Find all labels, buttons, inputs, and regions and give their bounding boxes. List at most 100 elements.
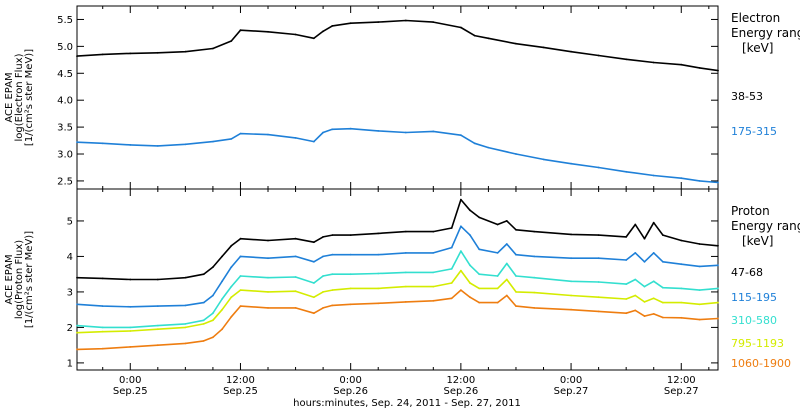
data-point: [717, 264, 719, 267]
data-point: [570, 308, 572, 311]
data-point: [717, 181, 719, 184]
data-point: [505, 262, 508, 265]
y-tick-label: 4.0: [57, 96, 73, 107]
data-point: [313, 282, 315, 284]
data-point: [294, 137, 297, 139]
data-point: [294, 237, 297, 240]
data-point: [450, 246, 453, 249]
data-point: [432, 130, 435, 133]
data-point: [294, 276, 297, 278]
data-point: [349, 253, 352, 256]
y-axis-title: log(Electron Flux): [14, 53, 25, 141]
data-point: [212, 266, 214, 268]
data-point: [221, 280, 224, 283]
data-point: [533, 307, 536, 309]
data-point: [698, 265, 701, 268]
data-point: [129, 52, 132, 55]
data-point: [652, 313, 655, 315]
data-point: [662, 234, 664, 237]
data-point: [698, 303, 701, 306]
data-point: [460, 250, 462, 253]
data-point: [625, 312, 628, 315]
data-point: [322, 236, 324, 238]
data-point: [404, 252, 407, 254]
x-tick-label: 12:00: [226, 375, 255, 386]
data-point: [239, 255, 242, 258]
x-tick-label: 12:00: [446, 375, 475, 386]
x-tick-label-date: Sep.25: [113, 386, 148, 397]
data-point: [212, 336, 214, 339]
data-point: [313, 140, 315, 143]
data-point: [294, 307, 297, 309]
x-tick-label-date: Sep.26: [333, 386, 368, 397]
data-point: [101, 53, 104, 56]
data-point: [496, 287, 499, 290]
data-point: [505, 243, 508, 245]
data-point: [680, 316, 683, 319]
legend-title: Energy ranges: [731, 26, 800, 40]
y-tick-label: 3.5: [57, 123, 73, 134]
data-point: [156, 51, 159, 54]
data-point: [450, 282, 453, 284]
data-point: [597, 257, 600, 260]
data-point: [542, 46, 545, 49]
data-point: [625, 58, 628, 61]
data-point: [230, 40, 233, 42]
data-point: [129, 330, 132, 332]
data-point: [643, 260, 646, 263]
x-tick-label: 12:00: [667, 375, 696, 386]
data-point: [313, 296, 315, 299]
x-tick-label-date: Sep.25: [223, 386, 258, 397]
legend-title: Energy ranges: [731, 219, 800, 233]
data-point: [349, 22, 352, 25]
data-point: [680, 63, 683, 66]
data-point: [322, 30, 324, 33]
data-point: [542, 158, 545, 161]
data-point: [652, 221, 655, 224]
data-point: [634, 252, 637, 254]
data-point: [331, 234, 334, 237]
data-point: [202, 319, 205, 322]
data-point: [625, 236, 628, 238]
data-point: [156, 324, 159, 327]
y-axis-title: [1/(cm²s ster MeV)]: [24, 49, 35, 146]
data-point: [101, 277, 104, 280]
data-point: [76, 331, 78, 334]
data-point: [515, 305, 517, 307]
data-point: [313, 37, 315, 40]
data-point: [570, 294, 572, 297]
y-tick-label: 4: [67, 252, 73, 263]
x-tick-label-date: Sep.27: [554, 386, 589, 397]
data-point: [652, 252, 655, 254]
data-point: [698, 318, 701, 321]
data-point: [322, 131, 324, 134]
data-point: [221, 308, 224, 311]
y-tick-label: 4.5: [57, 69, 73, 80]
data-point: [478, 301, 481, 304]
data-point: [597, 296, 600, 299]
data-point: [496, 275, 499, 277]
data-point: [505, 294, 508, 297]
data-point: [230, 244, 233, 247]
data-point: [460, 225, 462, 228]
data-point: [450, 227, 453, 229]
data-point: [184, 326, 187, 329]
data-point: [221, 328, 224, 331]
data-point: [313, 241, 315, 244]
data-point: [680, 301, 683, 304]
data-point: [597, 166, 600, 169]
data-point: [505, 220, 508, 222]
data-point: [349, 273, 352, 276]
x-tick-label-date: Sep.27: [664, 386, 699, 397]
x-tick-label-date: Sep.26: [443, 386, 478, 397]
data-point: [349, 287, 352, 290]
data-point: [473, 34, 476, 37]
data-point: [625, 259, 628, 261]
data-point: [267, 133, 269, 136]
y-tick-label: 2.5: [57, 176, 73, 187]
data-point: [432, 285, 435, 288]
data-point: [294, 290, 297, 293]
data-point: [349, 303, 352, 306]
data-point: [101, 330, 104, 333]
data-point: [570, 50, 572, 53]
